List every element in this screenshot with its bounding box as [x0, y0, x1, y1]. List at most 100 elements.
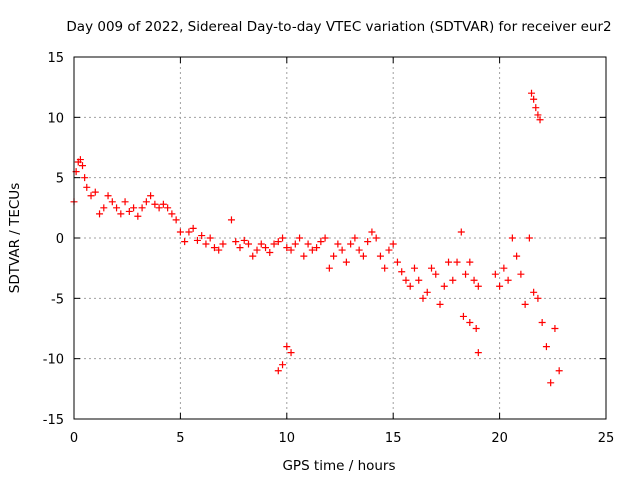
data-point: [528, 89, 536, 97]
data-point: [117, 210, 125, 218]
x-tick-label: 0: [70, 431, 78, 446]
data-point: [521, 300, 529, 308]
data-point: [536, 116, 544, 124]
data-point: [121, 198, 129, 206]
data-point: [338, 246, 346, 254]
data-point: [547, 379, 555, 387]
data-point: [87, 192, 95, 200]
x-tick-label: 20: [491, 431, 508, 446]
data-point: [453, 258, 461, 266]
data-point: [398, 268, 406, 276]
data-point: [287, 246, 295, 254]
x-tick-label: 10: [279, 431, 296, 446]
x-tick-label: 25: [598, 431, 615, 446]
data-point: [138, 204, 146, 212]
data-point: [96, 210, 104, 218]
data-point: [240, 236, 248, 244]
data-point: [134, 212, 142, 220]
data-point: [215, 246, 223, 254]
data-point: [449, 276, 457, 284]
data-point: [347, 240, 355, 248]
data-point: [189, 224, 197, 232]
grid: [74, 57, 606, 419]
data-point: [351, 234, 359, 242]
data-point: [304, 240, 312, 248]
data-point: [113, 204, 121, 212]
data-point: [504, 276, 512, 284]
data-point: [406, 282, 414, 290]
data-point: [368, 228, 376, 236]
data-point: [108, 198, 116, 206]
data-point: [359, 252, 367, 260]
data-point: [232, 238, 240, 246]
data-point: [125, 207, 133, 215]
y-tick-label: 10: [47, 111, 64, 126]
y-tick-label: 5: [56, 172, 64, 187]
data-point: [525, 234, 533, 242]
data-point: [308, 246, 316, 254]
data-point: [428, 264, 436, 272]
y-tick-label: 15: [47, 51, 64, 66]
y-tick-label: -10: [43, 353, 64, 368]
data-point: [372, 234, 380, 242]
data-point: [542, 343, 550, 351]
data-point: [155, 204, 163, 212]
data-point: [253, 246, 261, 254]
plot-frame: [73, 56, 607, 420]
data-point: [83, 183, 91, 191]
data-point: [381, 264, 389, 272]
data-point: [151, 200, 159, 208]
data-point: [517, 270, 525, 278]
data-point: [81, 174, 89, 182]
data-point: [459, 312, 467, 320]
y-tick-label: -5: [51, 292, 64, 307]
data-point: [257, 240, 265, 248]
data-point: [270, 240, 278, 248]
data-point: [466, 258, 474, 266]
data-point: [210, 244, 218, 252]
data-point: [249, 252, 257, 260]
data-point: [147, 192, 155, 200]
data-point: [202, 240, 210, 248]
data-point: [530, 288, 538, 296]
y-tick-label: 0: [56, 232, 64, 247]
data-point: [508, 234, 516, 242]
data-point: [472, 325, 480, 332]
data-point: [291, 240, 299, 248]
data-point: [534, 294, 542, 302]
data-point: [185, 228, 193, 236]
data-point: [130, 204, 138, 212]
chart-title: Day 009 of 2022, Sidereal Day-to-day VTE…: [66, 19, 611, 35]
data-point: [198, 232, 206, 240]
data-point: [402, 276, 410, 284]
x-tick-label: 5: [176, 431, 184, 446]
data-point: [457, 228, 465, 236]
data-point: [513, 252, 521, 260]
data-point: [279, 361, 287, 369]
data-point: [470, 276, 478, 284]
data-point: [532, 104, 540, 112]
data-point: [440, 282, 448, 290]
data-point: [172, 216, 180, 224]
y-axis-label: SDTVAR / TECUs: [7, 183, 23, 293]
data-point: [219, 240, 227, 248]
data-point: [296, 234, 304, 242]
data-point: [313, 244, 321, 252]
data-point: [466, 318, 474, 326]
data-point: [496, 282, 504, 290]
data-point: [164, 204, 172, 212]
data-point: [176, 228, 184, 236]
data-point: [364, 238, 372, 246]
data-point: [262, 244, 270, 252]
data-point: [244, 240, 252, 248]
data-point: [236, 244, 244, 252]
data-point: [436, 300, 444, 308]
x-tick-label: 15: [385, 431, 402, 446]
data-point: [393, 258, 401, 266]
data-point: [445, 258, 453, 266]
y-tick-label: -15: [43, 413, 64, 428]
data-point: [410, 264, 418, 272]
data-point: [287, 349, 295, 357]
